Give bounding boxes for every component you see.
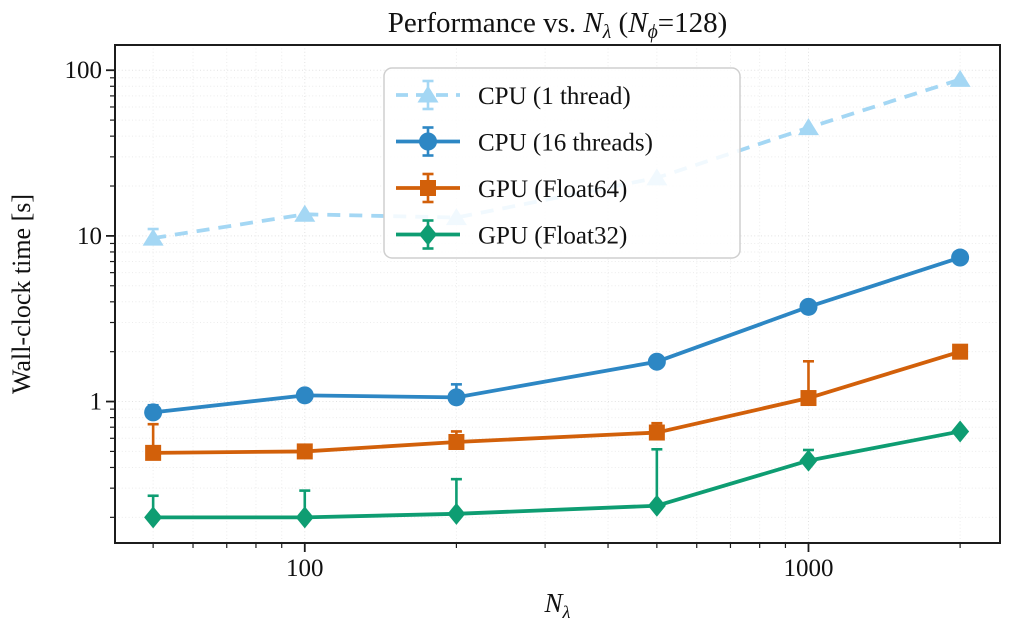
x-axis-label: Nλ [544, 588, 571, 622]
y-axis-label: Wall-clock time [s] [7, 194, 36, 394]
series-cpu-16-threads [144, 248, 970, 422]
y-tick-label: 10 [77, 223, 102, 250]
legend-item-2: GPU (Float64) [396, 172, 627, 204]
plot-spines [114, 44, 1001, 544]
legend-label: CPU (1 thread) [478, 83, 631, 110]
x-tick-label: 1000 [783, 555, 833, 582]
series-gpu-float32 [144, 420, 970, 529]
legend-label: GPU (Float32) [478, 223, 627, 250]
x-tick-label: 100 [286, 555, 324, 582]
y-tick-label: 1 [90, 389, 103, 416]
y-tick-label: 100 [65, 57, 103, 84]
legend-label: GPU (Float64) [478, 176, 627, 203]
legend: CPU (1 thread) CPU (16 threads) GPU (Float… [383, 67, 741, 259]
legend-item-0: CPU (1 thread) [396, 79, 631, 111]
chart-title: Performance vs. Nλ (Nϕ=128) [388, 7, 728, 43]
series-gpu-float64 [145, 343, 969, 461]
legend-item-1: CPU (16 threads) [396, 126, 653, 157]
legend-label: CPU (16 threads) [478, 130, 653, 157]
legend-item-3: GPU (Float32) [396, 219, 627, 250]
